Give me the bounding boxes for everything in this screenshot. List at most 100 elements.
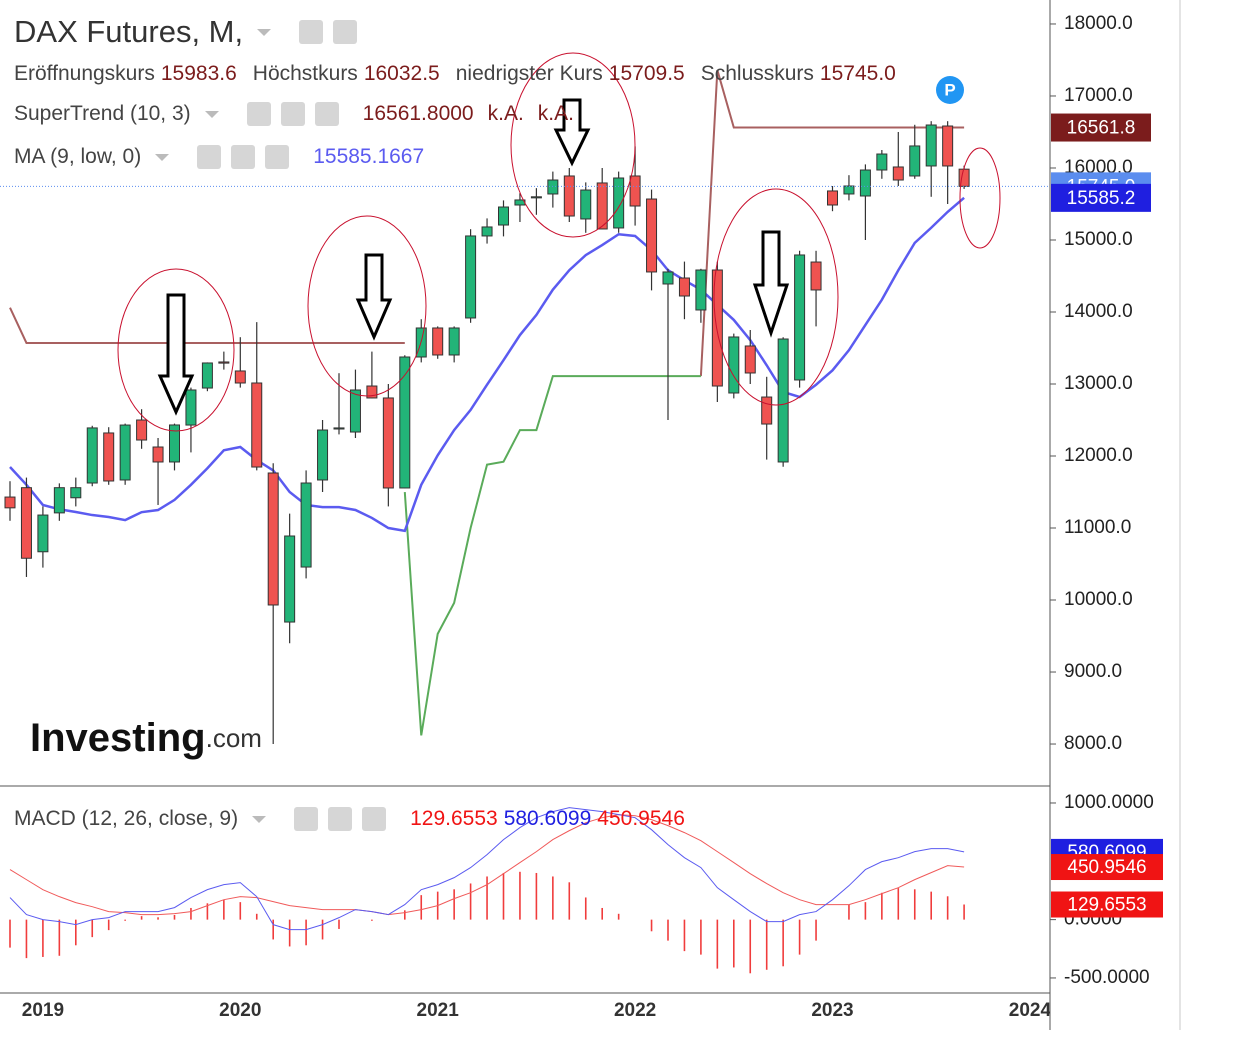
indicator-name[interactable]: MACD (12, 26, close, 9) xyxy=(14,807,239,830)
gear-icon[interactable] xyxy=(231,145,256,169)
value-badge-label: 450.9546 xyxy=(1067,857,1146,878)
macd-pane xyxy=(9,807,965,974)
gear-icon[interactable] xyxy=(280,102,305,126)
value-badge-label: 129.6553 xyxy=(1067,895,1146,916)
indicator-value: 16561.8000 xyxy=(362,102,474,125)
indicator-value: k.A. xyxy=(537,102,574,125)
dropdown[interactable] xyxy=(155,153,170,161)
macd-legend: MACD (12, 26, close, 9) 129.6553 580.6099… xyxy=(14,807,685,831)
candle-body xyxy=(119,424,131,481)
annotations xyxy=(117,52,1001,432)
candle-body xyxy=(843,185,855,195)
dropdown[interactable] xyxy=(204,110,219,118)
ohlc-label: Höchstkurs xyxy=(252,62,358,85)
candle-body xyxy=(662,271,674,285)
arrows xyxy=(157,98,790,416)
eye-icon[interactable] xyxy=(197,145,222,169)
candle-body xyxy=(942,125,954,167)
y-tick-label: 13000.0 xyxy=(1064,373,1133,394)
candle-body xyxy=(201,362,213,389)
candle-body xyxy=(185,389,197,426)
dropdown[interactable] xyxy=(257,28,272,36)
candle-body xyxy=(761,396,773,425)
y-tick-label: 11000.0 xyxy=(1064,517,1131,538)
x-tick-label: 2020 xyxy=(219,1000,261,1021)
candle-body xyxy=(711,269,723,387)
down-arrow xyxy=(355,253,393,341)
ohlc-label: niedrigster Kurs xyxy=(455,62,603,85)
eye-icon[interactable] xyxy=(299,20,324,44)
price-pane xyxy=(0,69,1050,745)
candle-body xyxy=(4,496,16,509)
highlight-ellipse xyxy=(713,188,839,406)
close-icon[interactable] xyxy=(314,102,339,126)
candle-body xyxy=(580,189,592,220)
close-icon[interactable] xyxy=(362,807,387,831)
marker-badge[interactable] xyxy=(936,76,964,104)
eye-icon[interactable] xyxy=(294,807,319,831)
price-badge xyxy=(1051,113,1151,142)
candle-body xyxy=(152,446,164,463)
eye-icon[interactable] xyxy=(246,102,271,126)
watermark-suffix: .com xyxy=(206,723,262,753)
ohlc-value: 15745.0 xyxy=(819,62,896,85)
y-tick-label: 9000.0 xyxy=(1064,661,1122,682)
time-axis: 2019 2020 2021 2022 2023 2024 xyxy=(22,1000,1050,1021)
value-axes: 8000.0 9000.0 10000.0 11000.0 12000.0 13000.0… xyxy=(1050,13,1163,988)
y-tick-label: 8000.0 xyxy=(1064,733,1122,754)
y-tick-label: 1000.0000 xyxy=(1064,792,1154,813)
ohlc-legend: Eröffnungskurs 15983.6 Höchstkurs 16032.5 … xyxy=(14,62,906,86)
symbol-legend: DAX Futures, M, xyxy=(14,14,358,50)
candle-body xyxy=(613,177,625,229)
candle-body xyxy=(267,472,279,606)
indicator-value: k.A. xyxy=(487,102,524,125)
y-tick-label: 18000.0 xyxy=(1064,13,1133,34)
symbol-title[interactable]: DAX Futures, M, xyxy=(14,14,244,49)
x-tick-label: 2022 xyxy=(614,1000,656,1021)
candle-body xyxy=(53,487,65,514)
x-tick-label: 2019 xyxy=(22,1000,64,1021)
candle-body xyxy=(629,175,641,207)
highlight-ellipse xyxy=(307,215,427,397)
indicator-name[interactable]: SuperTrend (10, 3) xyxy=(14,102,191,125)
candle-body xyxy=(399,356,411,489)
candle-body xyxy=(300,482,312,568)
candle-body xyxy=(777,338,789,463)
signal-line xyxy=(9,814,965,916)
y-tick-label: 12000.0 xyxy=(1064,445,1133,466)
candle-body xyxy=(465,235,477,319)
close-icon[interactable] xyxy=(265,145,290,169)
gear-icon[interactable] xyxy=(333,20,358,44)
candle-body xyxy=(909,145,921,177)
candle-body xyxy=(103,432,115,482)
watermark-brand: Investing xyxy=(30,716,206,760)
ma-legend: MA (9, low, 0) 15585.1667 xyxy=(14,145,424,169)
highlight-ellipse xyxy=(117,268,235,432)
ma-line xyxy=(9,196,965,533)
y-tick-label: 17000.0 xyxy=(1064,85,1133,106)
marker-text[interactable]: P xyxy=(944,80,955,99)
ohlc-value: 16032.5 xyxy=(363,62,440,85)
gear-icon[interactable] xyxy=(328,807,353,831)
candle-body xyxy=(234,370,246,384)
price-badge-label: 15585.2 xyxy=(1067,188,1136,209)
indicator-value: 15585.1667 xyxy=(313,145,425,168)
dropdown[interactable] xyxy=(252,815,267,823)
value-badge xyxy=(1051,854,1163,881)
candle-body xyxy=(646,198,658,273)
candle-body xyxy=(37,514,49,553)
candle-body xyxy=(810,261,822,291)
x-tick-label: 2023 xyxy=(811,1000,853,1021)
candle-body xyxy=(86,427,98,484)
ohlc-label: Eröffnungskurs xyxy=(14,62,155,85)
candle-body xyxy=(481,226,493,237)
supertrend-up-line xyxy=(403,375,701,736)
candle-body xyxy=(547,179,559,195)
y-tick-label: 14000.0 xyxy=(1064,301,1133,322)
indicator-value: 129.6553 xyxy=(410,807,498,830)
indicator-value: 450.9546 xyxy=(597,807,685,830)
candle-body xyxy=(859,169,871,197)
indicator-name[interactable]: MA (9, low, 0) xyxy=(14,145,142,168)
